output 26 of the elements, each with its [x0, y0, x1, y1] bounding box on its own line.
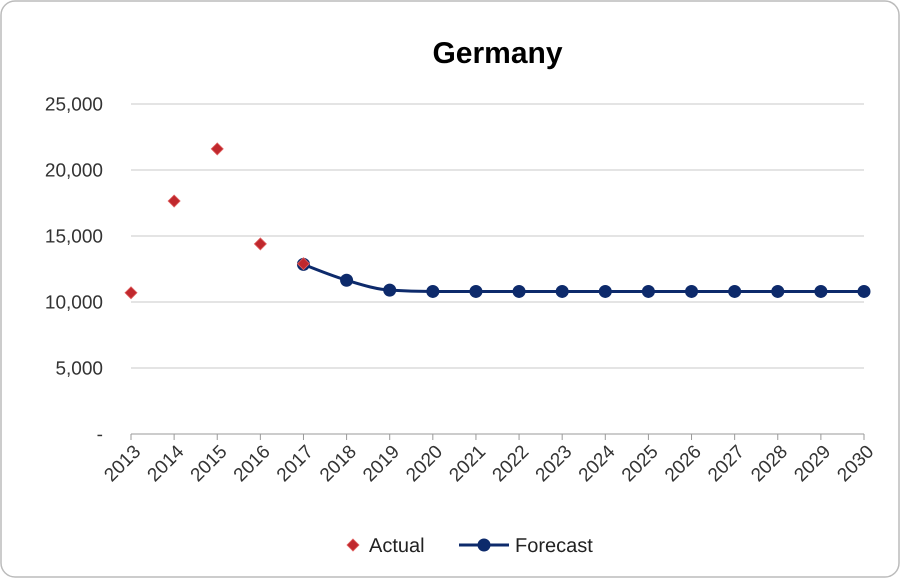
point	[728, 284, 742, 298]
y-tick-label: 15,000	[44, 226, 103, 248]
point	[254, 238, 267, 250]
legend-label: Forecast	[515, 535, 594, 557]
y-tick-label: 25,000	[44, 94, 103, 116]
point	[556, 284, 569, 298]
legend-label: Actual	[369, 535, 425, 557]
y-tick-label: 5,000	[55, 358, 103, 380]
y-tick-label: 10,000	[44, 292, 103, 314]
point	[426, 284, 440, 298]
point	[383, 284, 396, 297]
y-tick-label: -	[96, 424, 103, 446]
point	[814, 284, 828, 298]
point	[340, 274, 354, 287]
point	[771, 284, 784, 298]
chart-title: Germany	[432, 37, 563, 70]
point	[124, 286, 138, 300]
point	[685, 284, 698, 298]
point	[858, 284, 870, 298]
point	[642, 284, 655, 298]
point	[598, 284, 612, 298]
y-tick-label: 20,000	[44, 160, 103, 182]
point	[168, 194, 181, 208]
point	[512, 284, 526, 298]
point	[469, 284, 482, 298]
point	[210, 142, 224, 156]
